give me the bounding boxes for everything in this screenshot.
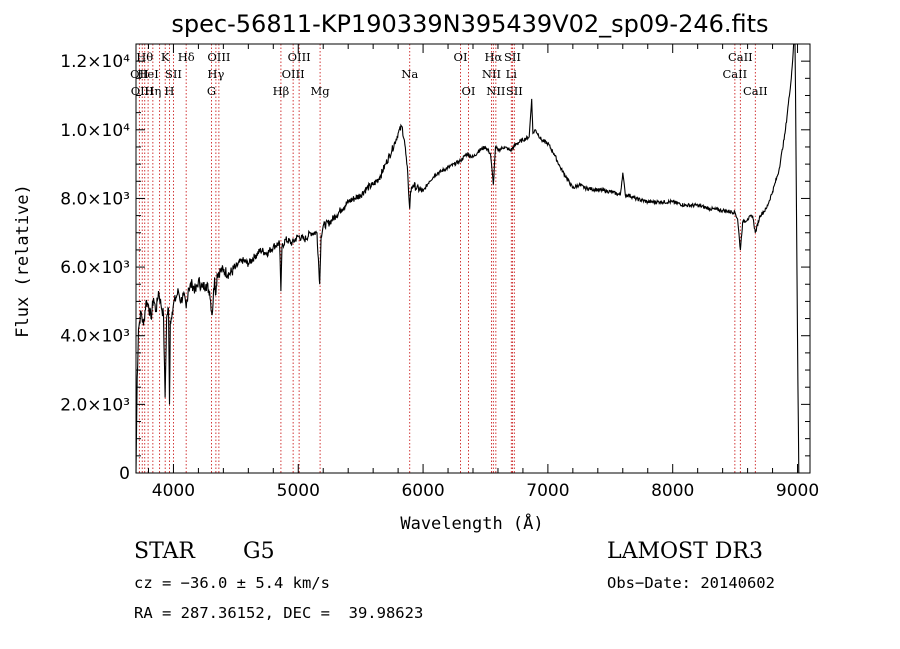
- line-marker-label: NII: [486, 84, 505, 98]
- line-marker-label: CaII: [728, 50, 753, 64]
- x-tick-label: 4000: [152, 481, 195, 501]
- line-marker-label: SII: [504, 50, 521, 64]
- spectrum-line: [135, 43, 800, 474]
- line-marker-label: Hθ: [136, 50, 153, 64]
- y-tick-label: 1.0×10⁴: [60, 121, 130, 141]
- y-tick-label: 2.0×10³: [60, 395, 130, 415]
- y-axis-label: Flux (relative): [13, 184, 33, 338]
- line-marker-label: SII: [506, 84, 523, 98]
- x-tick-label: 8000: [651, 481, 694, 501]
- line-marker-label: SII: [165, 67, 182, 81]
- line-marker-label: OIII: [288, 50, 311, 64]
- line-marker-label: Hα: [484, 50, 502, 64]
- line-marker-label: OIII: [282, 67, 305, 81]
- x-tick-label: 6000: [401, 481, 444, 501]
- coordinates: RA = 287.36152, DEC = 39.98623: [134, 604, 424, 622]
- chart-title: spec-56811-KP190339N395439V02_sp09-246.f…: [171, 10, 768, 38]
- line-marker-label: Li: [506, 67, 518, 81]
- line-marker-label: OI: [454, 50, 468, 64]
- line-marker-label: HeI: [137, 67, 158, 81]
- y-axis: 0 2.0×10³ 4.0×10³ 6.0×10³ 8.0×10³ 1.0×10⁴ 1.2×…: [60, 52, 810, 484]
- x-tick-label: 9000: [776, 481, 819, 501]
- object-class: STAR: [134, 539, 195, 564]
- line-marker-label: Hδ: [178, 50, 195, 64]
- y-tick-label: 4.0×10³: [60, 327, 130, 347]
- line-marker-label: Mg: [311, 84, 331, 98]
- line-marker-labels: OIIOIIIHθHeIHηKHSIIHδGHγOIIIHβOIIIOIIIMg…: [130, 50, 768, 98]
- line-marker-label: CaII: [743, 84, 768, 98]
- line-marker-label: Hγ: [207, 67, 224, 81]
- line-marker-label: Na: [401, 67, 418, 81]
- observation-date: Obs−Date: 20140602: [607, 574, 775, 592]
- plot-frame: [135, 43, 811, 474]
- line-marker-label: CaII: [722, 67, 747, 81]
- x-tick-label: 5000: [277, 481, 320, 501]
- y-tick-label: 8.0×10³: [60, 189, 130, 209]
- line-marker-label: OI: [462, 84, 476, 98]
- x-axis-label: Wavelength (Å): [400, 512, 543, 534]
- line-markers: [138, 44, 756, 473]
- y-tick-label: 0: [119, 464, 130, 484]
- line-marker-label: H: [164, 84, 174, 98]
- y-tick-label: 1.2×10⁴: [60, 52, 130, 72]
- redshift-velocity: cz = −36.0 ± 5.4 km/s: [134, 574, 330, 592]
- line-marker-label: NII: [482, 67, 501, 81]
- object-subclass: G5: [243, 539, 275, 564]
- survey-name: LAMOST DR3: [607, 539, 763, 564]
- y-tick-label: 6.0×10³: [60, 258, 130, 278]
- line-marker-label: Hβ: [273, 84, 290, 98]
- line-marker-label: K: [161, 50, 170, 64]
- x-axis: 4000 5000 6000 7000 8000 9000: [147, 44, 819, 501]
- line-marker-label: Hη: [144, 84, 161, 98]
- line-marker-label: OII: [130, 67, 149, 81]
- x-tick-label: 7000: [526, 481, 569, 501]
- line-marker-label: OIII: [207, 50, 230, 64]
- line-marker-label: G: [207, 84, 216, 98]
